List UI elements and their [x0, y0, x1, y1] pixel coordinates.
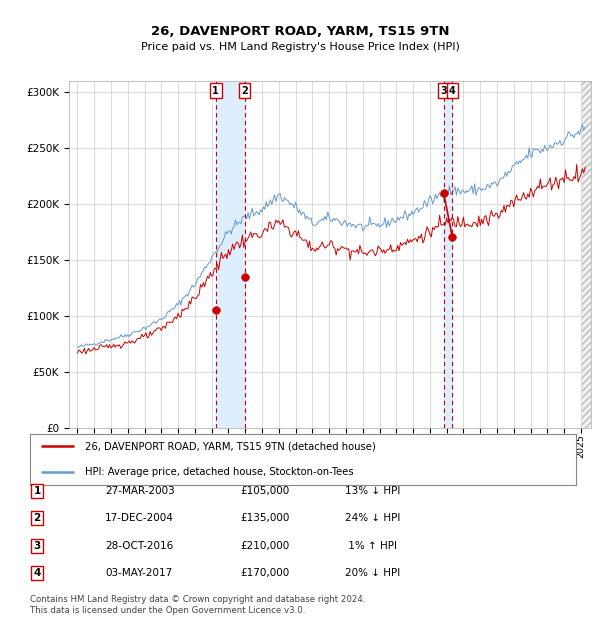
Text: 28-OCT-2016: 28-OCT-2016	[105, 541, 173, 551]
Text: HPI: Average price, detached house, Stockton-on-Tees: HPI: Average price, detached house, Stoc…	[85, 467, 353, 477]
Bar	[215, 81, 245, 428]
Bar	[443, 81, 452, 428]
Text: 1: 1	[212, 86, 219, 96]
Text: 13% ↓ HPI: 13% ↓ HPI	[345, 486, 400, 496]
Text: 1: 1	[34, 486, 41, 496]
Text: 2: 2	[34, 513, 41, 523]
Text: Price paid vs. HM Land Registry's House Price Index (HPI): Price paid vs. HM Land Registry's House …	[140, 42, 460, 52]
Text: £105,000: £105,000	[240, 486, 289, 496]
Text: This data is licensed under the Open Government Licence v3.0.: This data is licensed under the Open Gov…	[30, 606, 305, 615]
Text: 1% ↑ HPI: 1% ↑ HPI	[345, 541, 397, 551]
Text: 03-MAY-2017: 03-MAY-2017	[105, 568, 172, 578]
Text: 20% ↓ HPI: 20% ↓ HPI	[345, 568, 400, 578]
Text: 4: 4	[449, 86, 456, 96]
Text: 26, DAVENPORT ROAD, YARM, TS15 9TN (detached house): 26, DAVENPORT ROAD, YARM, TS15 9TN (deta…	[85, 441, 376, 451]
Text: £170,000: £170,000	[240, 568, 289, 578]
Text: 17-DEC-2004: 17-DEC-2004	[105, 513, 174, 523]
Text: 27-MAR-2003: 27-MAR-2003	[105, 486, 175, 496]
Text: Contains HM Land Registry data © Crown copyright and database right 2024.: Contains HM Land Registry data © Crown c…	[30, 595, 365, 604]
Text: 24% ↓ HPI: 24% ↓ HPI	[345, 513, 400, 523]
Text: 4: 4	[34, 568, 41, 578]
Text: 3: 3	[34, 541, 41, 551]
Text: 2: 2	[241, 86, 248, 96]
Text: 26, DAVENPORT ROAD, YARM, TS15 9TN: 26, DAVENPORT ROAD, YARM, TS15 9TN	[151, 25, 449, 38]
Text: £210,000: £210,000	[240, 541, 289, 551]
Text: £135,000: £135,000	[240, 513, 289, 523]
Text: 3: 3	[440, 86, 447, 96]
Bar	[582, 81, 592, 428]
